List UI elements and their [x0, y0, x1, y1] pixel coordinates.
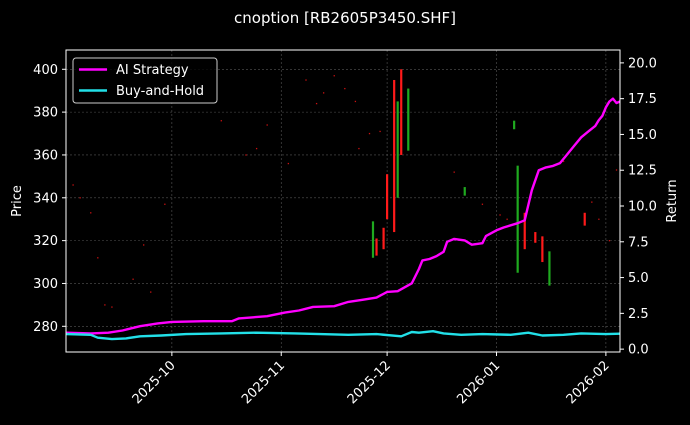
- price-dot: [453, 171, 455, 173]
- y-tick-label-right: 7.5: [628, 235, 649, 250]
- y-tick-label-right: 15.0: [628, 128, 657, 143]
- y-tick-label-right: 5.0: [628, 271, 649, 286]
- price-dot: [562, 160, 565, 163]
- price-dot: [97, 257, 99, 259]
- candle: [386, 174, 389, 220]
- price-dot: [245, 154, 247, 156]
- price-dot: [368, 132, 371, 135]
- legend-label-buy-and-hold: Buy-and-Hold: [116, 84, 204, 99]
- price-dot: [591, 201, 593, 203]
- price-dot: [344, 87, 346, 90]
- series-line-buy-and-hold: [65, 330, 621, 341]
- price-dot: [164, 203, 166, 205]
- plot-frame: [65, 49, 621, 353]
- price-dot: [90, 212, 92, 214]
- y-axis-label-right: Return: [665, 179, 680, 222]
- y-tick-label-right: 2.5: [628, 307, 649, 322]
- price-dot: [315, 102, 318, 105]
- price-dot: [220, 120, 222, 122]
- y-tick-label-right: 10.0: [628, 200, 657, 215]
- price-dot: [111, 306, 113, 308]
- y-tick-label-left: 320: [33, 234, 58, 249]
- y-tick-label-left: 340: [33, 191, 58, 206]
- candle: [371, 221, 375, 258]
- y-axis-label-left: Price: [10, 185, 25, 217]
- price-dot: [255, 147, 258, 150]
- price-dot: [615, 169, 618, 171]
- price-dot: [132, 278, 134, 280]
- price-dot: [358, 147, 360, 150]
- y-tick-label-left: 300: [33, 277, 58, 292]
- grid: [66, 50, 620, 352]
- y-tick-label-left: 400: [33, 63, 58, 78]
- price-dot: [305, 79, 307, 81]
- candle: [396, 101, 399, 198]
- y-tick-label-right: 20.0: [628, 56, 657, 71]
- y-tick-label-left: 380: [33, 106, 58, 121]
- candle: [400, 69, 403, 155]
- price-dot: [499, 214, 501, 216]
- candle: [407, 88, 410, 151]
- legend-box: [72, 57, 218, 104]
- right-axis: 0.0 2.5 5.0 7.5 10.0 12.5 15.0 17.5 20.0: [620, 56, 657, 358]
- price-dot: [598, 218, 600, 220]
- price-dots: [72, 75, 618, 308]
- candle: [393, 79, 396, 233]
- price-dot: [379, 130, 381, 133]
- candle: [523, 212, 526, 250]
- series-line-ai-strategy: [65, 97, 621, 335]
- candle: [534, 232, 537, 243]
- price-dot: [333, 75, 335, 77]
- price-dot: [150, 291, 152, 293]
- left-axis: 280 300 320 340 360 380 400: [33, 63, 66, 335]
- price-dot: [608, 240, 611, 242]
- candle: [516, 165, 519, 273]
- y-tick-label-left: 360: [33, 148, 58, 163]
- y-tick-label-right: 12.5: [628, 164, 657, 179]
- y-tick-label-right: 0.0: [628, 343, 649, 358]
- chart-title: cnoption [RB2605P3450.SHF]: [234, 9, 456, 27]
- price-dot: [481, 203, 484, 205]
- legend: AI Strategy Buy-and-Hold: [72, 57, 218, 104]
- candles: [371, 69, 586, 286]
- price-dot: [354, 100, 357, 103]
- candle: [375, 238, 378, 256]
- candle: [382, 227, 385, 250]
- price-dot: [79, 197, 81, 199]
- y-tick-label-left: 280: [33, 320, 58, 335]
- price-dot: [322, 92, 325, 94]
- price-dot: [143, 244, 145, 246]
- legend-label-ai-strategy: AI Strategy: [116, 63, 189, 78]
- candle: [513, 120, 516, 130]
- price-dot: [287, 162, 290, 165]
- price-dot: [266, 124, 268, 126]
- candle: [548, 251, 551, 286]
- y-tick-label-right: 17.5: [628, 92, 657, 107]
- series-lines: [65, 97, 621, 341]
- price-dot: [506, 218, 508, 220]
- price-dot: [104, 304, 106, 306]
- candle: [541, 236, 544, 263]
- candle: [463, 187, 466, 196]
- candle: [583, 212, 586, 226]
- price-dot: [72, 184, 74, 186]
